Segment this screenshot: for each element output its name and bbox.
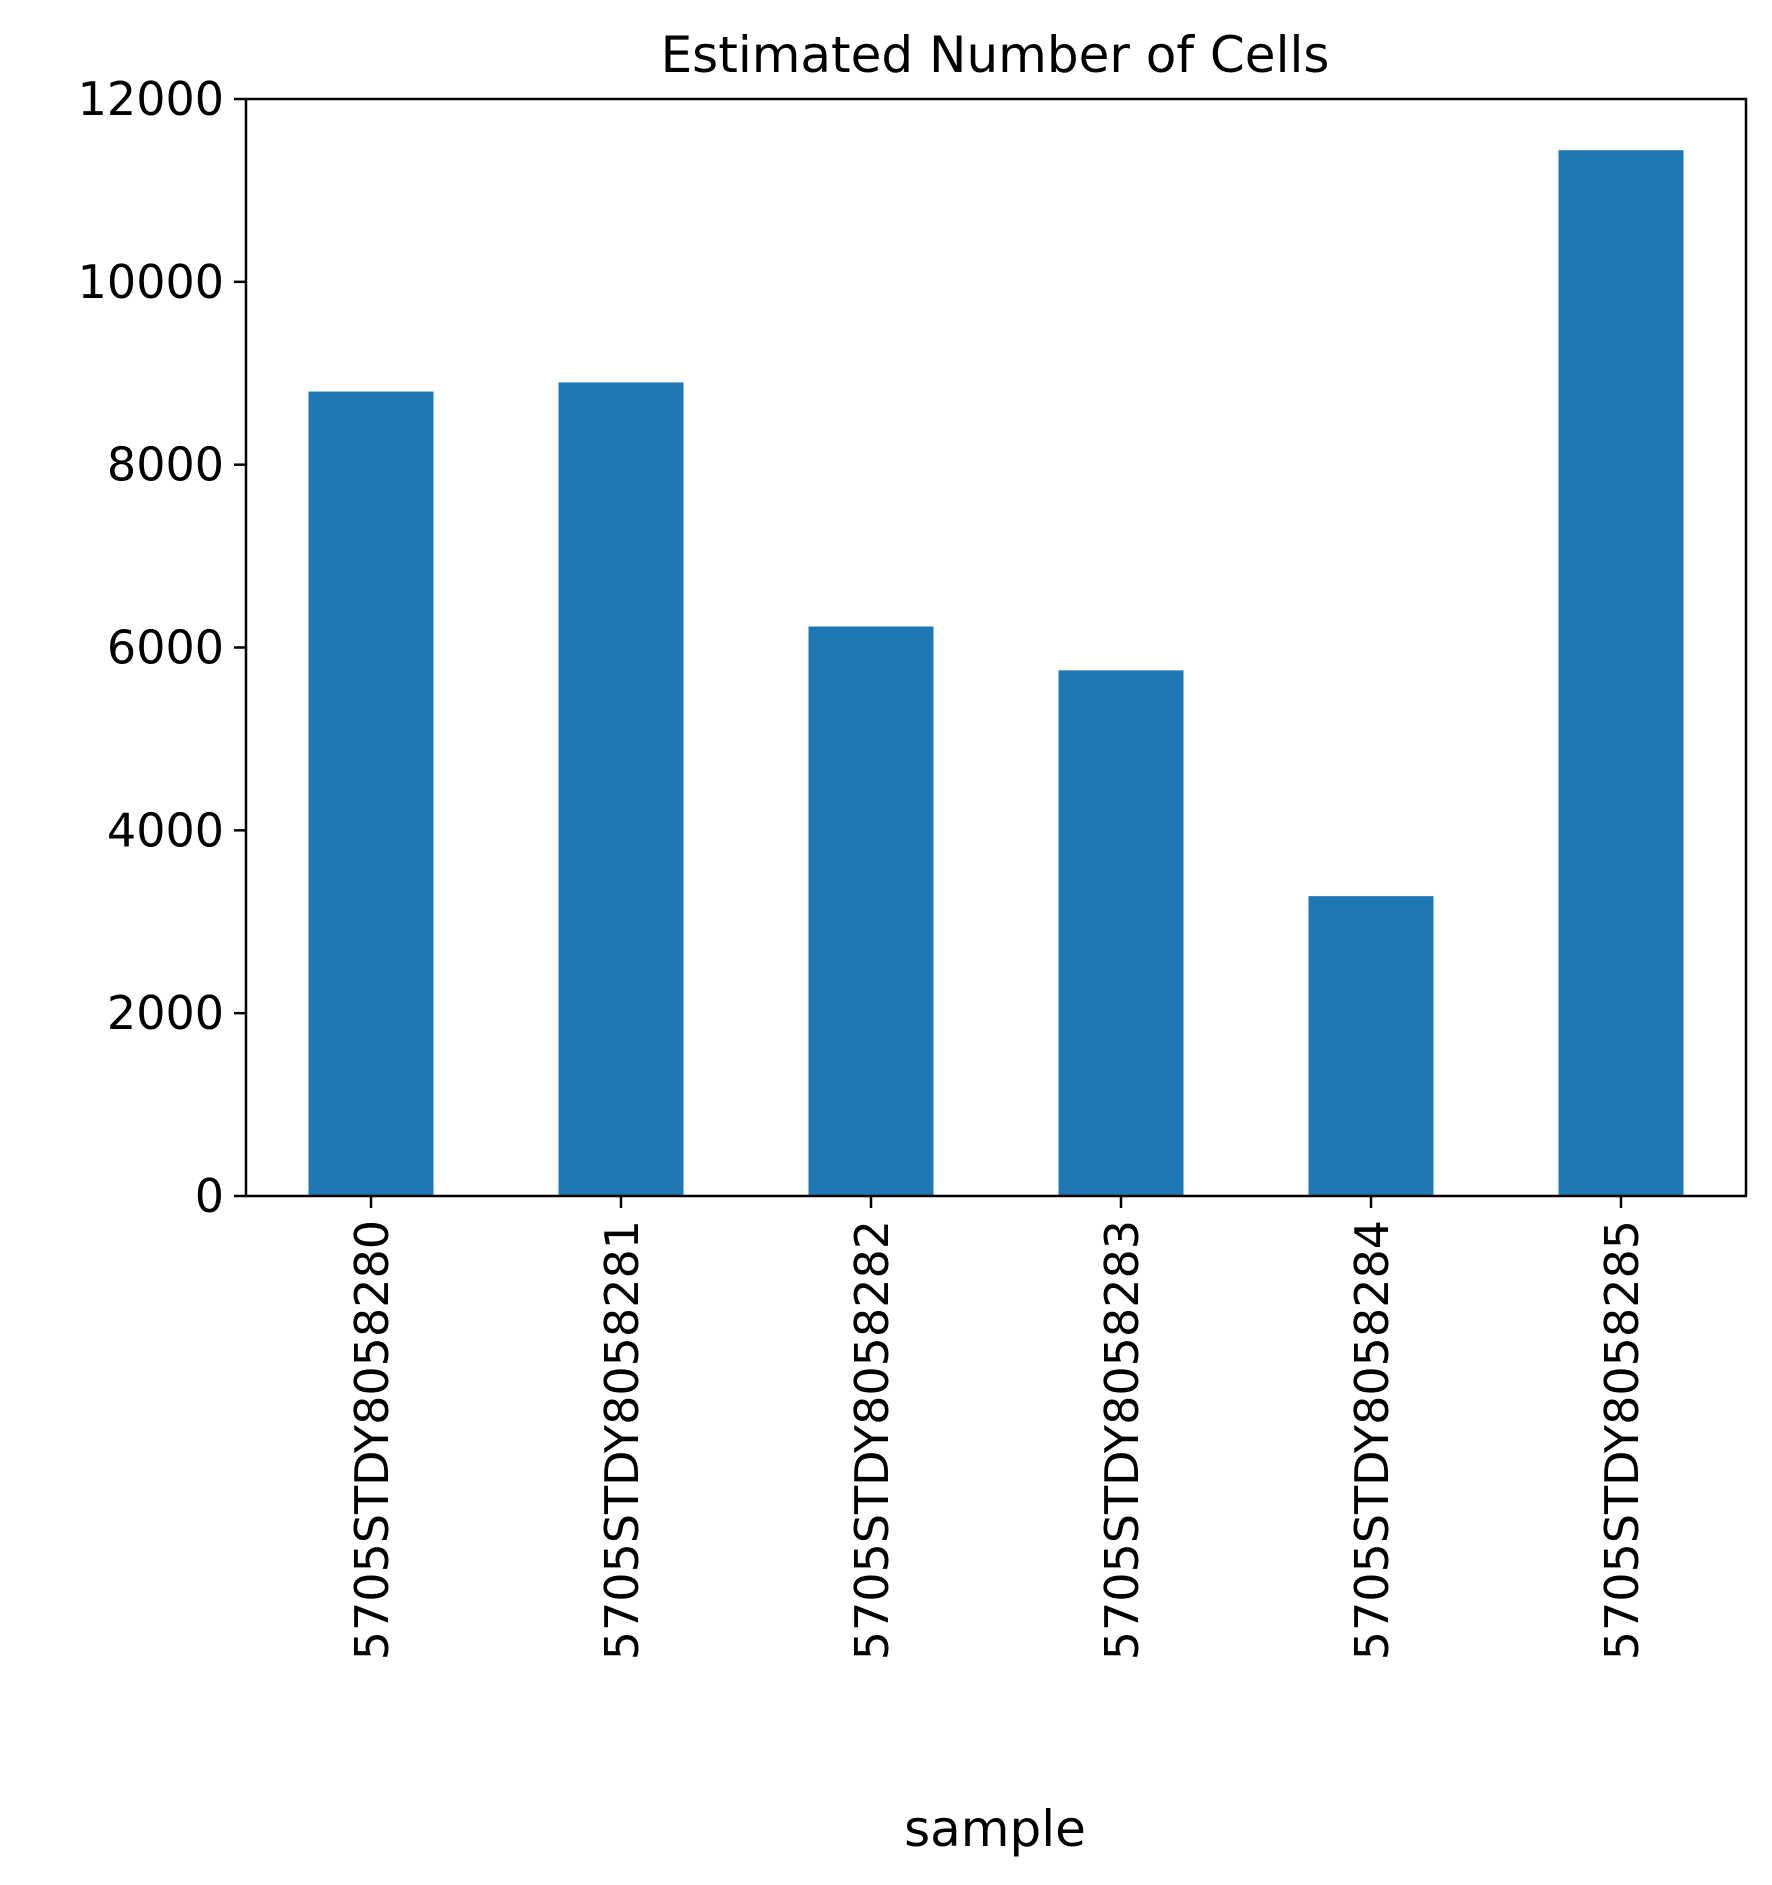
x-axis-title: sample	[904, 1800, 1086, 1858]
y-axis: 0 2000 4000 6000 8000 10000 12000	[78, 72, 246, 1223]
y-tick-label: 12000	[78, 72, 224, 126]
bar-5705STDY8058280	[308, 391, 434, 1196]
y-tick-label: 0	[195, 1169, 224, 1223]
x-axis: 5705STDY8058280 5705STDY8058281 5705STDY80…	[345, 1196, 1649, 1660]
y-tick-label: 10000	[78, 255, 224, 309]
y-tick-label: 6000	[107, 621, 224, 675]
bar-5705STDY8058284	[1308, 896, 1434, 1196]
chart-title: Estimated Number of Cells	[661, 26, 1330, 84]
x-tick-label: 5705STDY8058280	[345, 1220, 399, 1660]
x-tick-label: 5705STDY8058282	[845, 1220, 899, 1660]
bar-5705STDY8058281	[558, 382, 684, 1196]
bar-5705STDY8058285	[1558, 150, 1684, 1196]
y-tick-label: 4000	[107, 803, 224, 857]
bar-5705STDY8058283	[1058, 670, 1184, 1196]
y-tick-label: 2000	[107, 986, 224, 1040]
bars-layer	[308, 150, 1684, 1196]
y-tick-label: 8000	[107, 438, 224, 492]
x-tick-label: 5705STDY8058281	[595, 1220, 649, 1660]
x-tick-label: 5705STDY8058283	[1095, 1220, 1149, 1660]
x-tick-label: 5705STDY8058285	[1595, 1220, 1649, 1660]
bar-5705STDY8058282	[808, 626, 934, 1196]
x-tick-label: 5705STDY8058284	[1345, 1220, 1399, 1660]
